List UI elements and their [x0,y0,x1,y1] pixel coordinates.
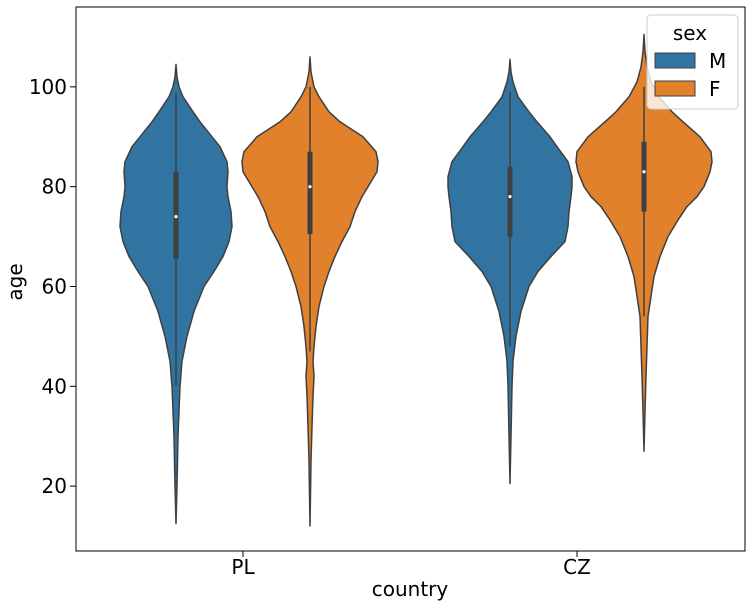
y-tick-label: 40 [42,374,67,398]
violin-median-point [642,170,646,174]
violins-layer [119,33,713,527]
legend-swatch-M [654,52,696,69]
y-tick-label: 80 [42,175,67,199]
x-axis-label: country [372,577,449,601]
y-axis: 20 40 60 80 100 [29,75,76,498]
violin-median-point [508,195,512,199]
plot-area-frame [75,6,746,552]
y-tick-label: 20 [42,474,67,498]
y-axis-label: age [3,263,27,300]
legend: sex MF [646,14,739,110]
legend-label-M: M [709,49,726,73]
y-tick-label: 60 [42,274,67,298]
y-tick-label: 100 [29,75,67,99]
x-tick-label: PL [231,555,255,579]
x-axis: PL CZ [231,551,591,579]
legend-title: sex [673,21,707,45]
x-tick-label: CZ [563,555,591,579]
legend-swatch-F [654,80,696,97]
violin-median-point [308,185,312,189]
legend-label-F: F [709,77,721,101]
violin-median-point [174,215,178,219]
